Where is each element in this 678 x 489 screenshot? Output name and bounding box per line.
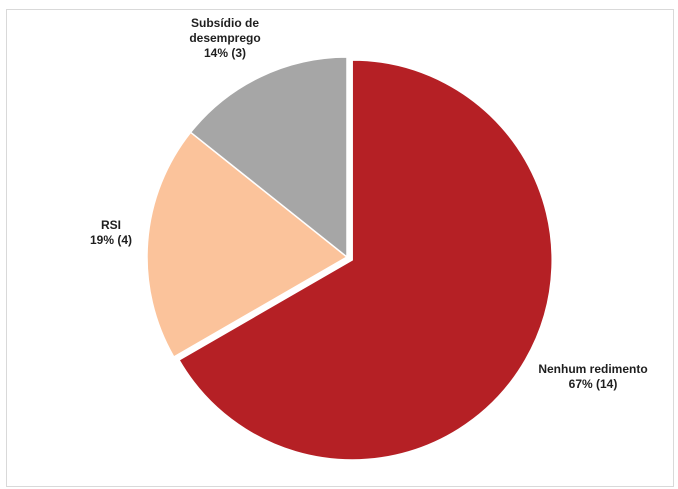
pie-slice-rsi — [146, 131, 349, 359]
label-rsi: RSI 19% (4) — [76, 218, 146, 248]
label-rsi-value: 19% (4) — [89, 233, 133, 247]
pie-slice-subsidio-de-desemprego — [189, 56, 348, 259]
label-rsi-name: RSI — [100, 218, 121, 232]
label-nenhum-name: Nenhum redimento — [538, 362, 648, 376]
label-subsidio-name-line2: desemprego — [189, 31, 261, 45]
pie-slice-nenhum-redimento — [177, 59, 553, 461]
label-subsidio-name-line1: Subsídio de — [190, 16, 259, 30]
label-subsidio-de-desemprego: Subsídio de desemprego 14% (3) — [157, 16, 293, 61]
label-nenhum-value: 67% (14) — [568, 377, 618, 391]
label-subsidio-value: 14% (3) — [203, 46, 247, 60]
label-nenhum-redimento: Nenhum redimento 67% (14) — [528, 362, 658, 392]
